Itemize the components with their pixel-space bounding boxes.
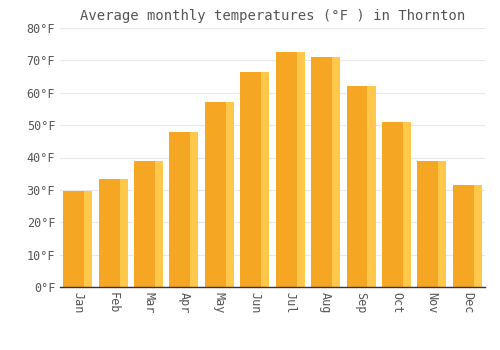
Bar [418, 161, 438, 287]
Bar [205, 103, 226, 287]
Bar [63, 191, 84, 287]
Bar [438, 161, 446, 287]
Bar [368, 86, 376, 287]
Bar [332, 57, 340, 287]
Bar [134, 161, 155, 287]
Bar [98, 178, 119, 287]
Bar [240, 72, 261, 287]
Bar [403, 122, 411, 287]
Bar [84, 191, 92, 287]
Bar [382, 122, 403, 287]
Bar [170, 132, 190, 287]
Bar [261, 72, 270, 287]
Bar [346, 86, 368, 287]
Bar [276, 52, 296, 287]
Bar [190, 132, 198, 287]
Bar [474, 185, 482, 287]
Bar [453, 185, 473, 287]
Title: Average monthly temperatures (°F ) in Thornton: Average monthly temperatures (°F ) in Th… [80, 9, 465, 23]
Bar [296, 52, 304, 287]
Bar [155, 161, 163, 287]
Bar [120, 178, 128, 287]
Bar [226, 103, 234, 287]
Bar [311, 57, 332, 287]
